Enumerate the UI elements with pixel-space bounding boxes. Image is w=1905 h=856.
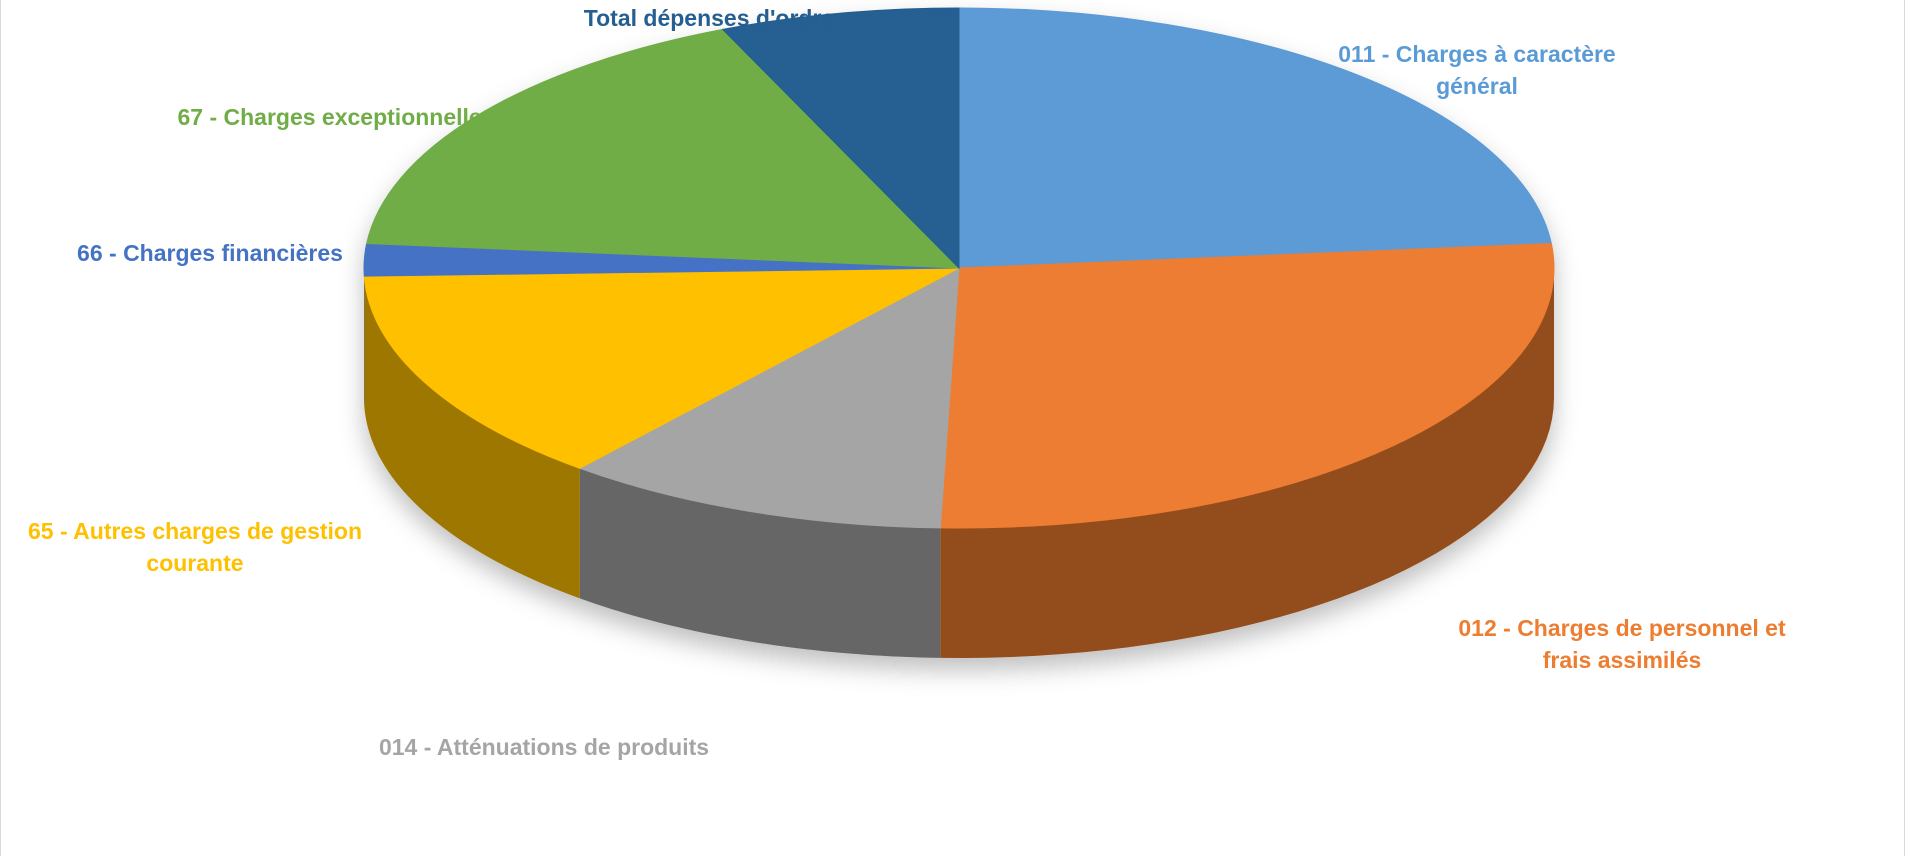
- data-label: 012 - Charges de personnel et frais assi…: [1458, 615, 1786, 673]
- slice-side: [579, 468, 941, 658]
- slice-side: [364, 276, 580, 599]
- slice: [958, 7, 1552, 269]
- slice: [363, 267, 960, 469]
- data-label: 66 - Charges financières: [77, 240, 343, 266]
- data-label: Total dépenses d'ordre: [583, 5, 835, 31]
- slice: [366, 28, 961, 269]
- data-label: 67 - Charges exceptionnelles: [177, 104, 495, 130]
- slice: [578, 267, 960, 529]
- pie: [363, 7, 1555, 658]
- data-label: 65 - Autres charges de gestion courante: [27, 518, 363, 576]
- slice: [939, 243, 1555, 529]
- slice: [721, 7, 960, 270]
- data-label: 011 - Charges à caractère général: [1338, 41, 1616, 99]
- slice-side: [940, 268, 1554, 658]
- data-label: 014 - Atténuations de produits: [378, 734, 710, 760]
